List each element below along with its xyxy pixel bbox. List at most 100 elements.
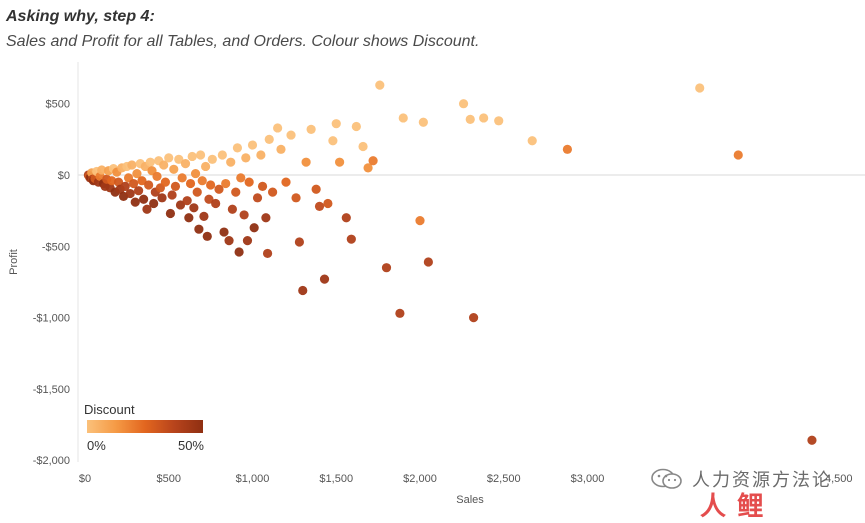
data-point[interactable] [189, 203, 199, 213]
data-point[interactable] [458, 99, 469, 109]
data-point[interactable] [97, 165, 107, 175]
data-point[interactable] [341, 213, 351, 223]
data-point[interactable] [206, 180, 216, 190]
data-point[interactable] [194, 224, 204, 234]
data-point[interactable] [261, 213, 271, 223]
data-point[interactable] [415, 216, 425, 226]
data-point[interactable] [165, 208, 176, 219]
data-point[interactable] [494, 116, 504, 126]
data-point[interactable] [395, 308, 405, 318]
data-point[interactable] [125, 188, 135, 199]
data-point[interactable] [207, 154, 217, 164]
data-point[interactable] [733, 150, 743, 160]
data-point[interactable] [319, 274, 330, 284]
data-point[interactable] [190, 168, 201, 179]
data-point[interactable] [311, 184, 321, 194]
data-point[interactable] [418, 117, 428, 127]
data-point[interactable] [159, 160, 169, 170]
data-point[interactable] [291, 193, 301, 203]
data-point[interactable] [298, 285, 308, 296]
data-point[interactable] [273, 123, 283, 133]
data-point[interactable] [381, 263, 392, 273]
data-point[interactable] [351, 121, 361, 132]
data-point[interactable] [142, 204, 152, 214]
data-point[interactable] [286, 130, 296, 140]
data-point[interactable] [224, 235, 234, 246]
data-point[interactable] [247, 140, 258, 150]
data-point[interactable] [268, 187, 278, 197]
data-point[interactable] [182, 196, 192, 206]
data-point[interactable] [185, 178, 196, 189]
data-point[interactable] [192, 187, 202, 197]
data-point[interactable] [368, 156, 378, 166]
data-point[interactable] [252, 193, 263, 203]
data-point[interactable] [127, 160, 137, 170]
data-point[interactable] [134, 186, 144, 196]
data-point[interactable] [281, 177, 291, 187]
data-point[interactable] [241, 153, 251, 163]
data-point[interactable] [128, 178, 139, 189]
data-point[interactable] [221, 178, 231, 189]
data-point[interactable] [170, 181, 181, 192]
data-point[interactable] [211, 198, 221, 209]
data-point[interactable] [199, 211, 209, 221]
data-point[interactable] [314, 201, 325, 211]
data-point[interactable] [294, 237, 304, 247]
data-point[interactable] [184, 213, 194, 223]
data-point[interactable] [346, 234, 356, 244]
data-point[interactable] [363, 163, 373, 173]
data-point[interactable] [132, 168, 142, 179]
data-point[interactable] [180, 158, 191, 169]
data-point[interactable] [358, 141, 368, 152]
data-point[interactable] [164, 153, 174, 163]
data-point[interactable] [204, 194, 214, 204]
data-point[interactable] [226, 157, 236, 167]
data-point[interactable] [169, 164, 179, 174]
data-point[interactable] [137, 176, 147, 186]
data-point[interactable] [152, 171, 162, 182]
data-point[interactable] [157, 193, 167, 203]
data-point[interactable] [174, 154, 184, 164]
data-point[interactable] [236, 173, 246, 183]
data-point[interactable] [197, 176, 207, 186]
data-point[interactable] [335, 157, 345, 167]
data-point[interactable] [331, 119, 341, 129]
data-point[interactable] [187, 151, 197, 162]
data-point[interactable] [219, 227, 229, 237]
data-point[interactable] [695, 83, 705, 93]
data-point[interactable] [167, 190, 177, 200]
data-point[interactable] [144, 180, 154, 190]
data-point[interactable] [195, 150, 206, 160]
data-point[interactable] [249, 223, 259, 233]
data-point[interactable] [264, 134, 274, 144]
data-point[interactable] [214, 184, 224, 194]
data-point[interactable] [177, 173, 187, 183]
data-point[interactable] [807, 435, 817, 445]
data-point[interactable] [234, 247, 244, 257]
data-point[interactable] [257, 181, 268, 192]
data-point[interactable] [423, 257, 433, 267]
data-point[interactable] [328, 136, 338, 146]
data-point[interactable] [202, 231, 212, 241]
data-point[interactable] [256, 150, 266, 160]
data-point[interactable] [527, 136, 537, 146]
data-point[interactable] [465, 114, 475, 124]
data-point[interactable] [479, 113, 489, 123]
data-point[interactable] [398, 113, 408, 123]
data-point[interactable] [139, 194, 149, 204]
data-point[interactable] [201, 161, 211, 172]
data-point[interactable] [130, 197, 140, 207]
data-point[interactable] [469, 313, 479, 323]
data-point[interactable] [375, 80, 385, 90]
data-point[interactable] [149, 198, 159, 209]
data-point[interactable] [276, 144, 286, 154]
data-point[interactable] [244, 177, 254, 187]
data-point[interactable] [145, 157, 155, 167]
data-point[interactable] [217, 150, 227, 160]
data-point[interactable] [306, 124, 316, 134]
data-point[interactable] [262, 248, 273, 259]
data-point[interactable] [301, 157, 311, 167]
data-point[interactable] [175, 200, 186, 210]
data-point[interactable] [239, 210, 249, 220]
data-point[interactable] [232, 143, 243, 153]
